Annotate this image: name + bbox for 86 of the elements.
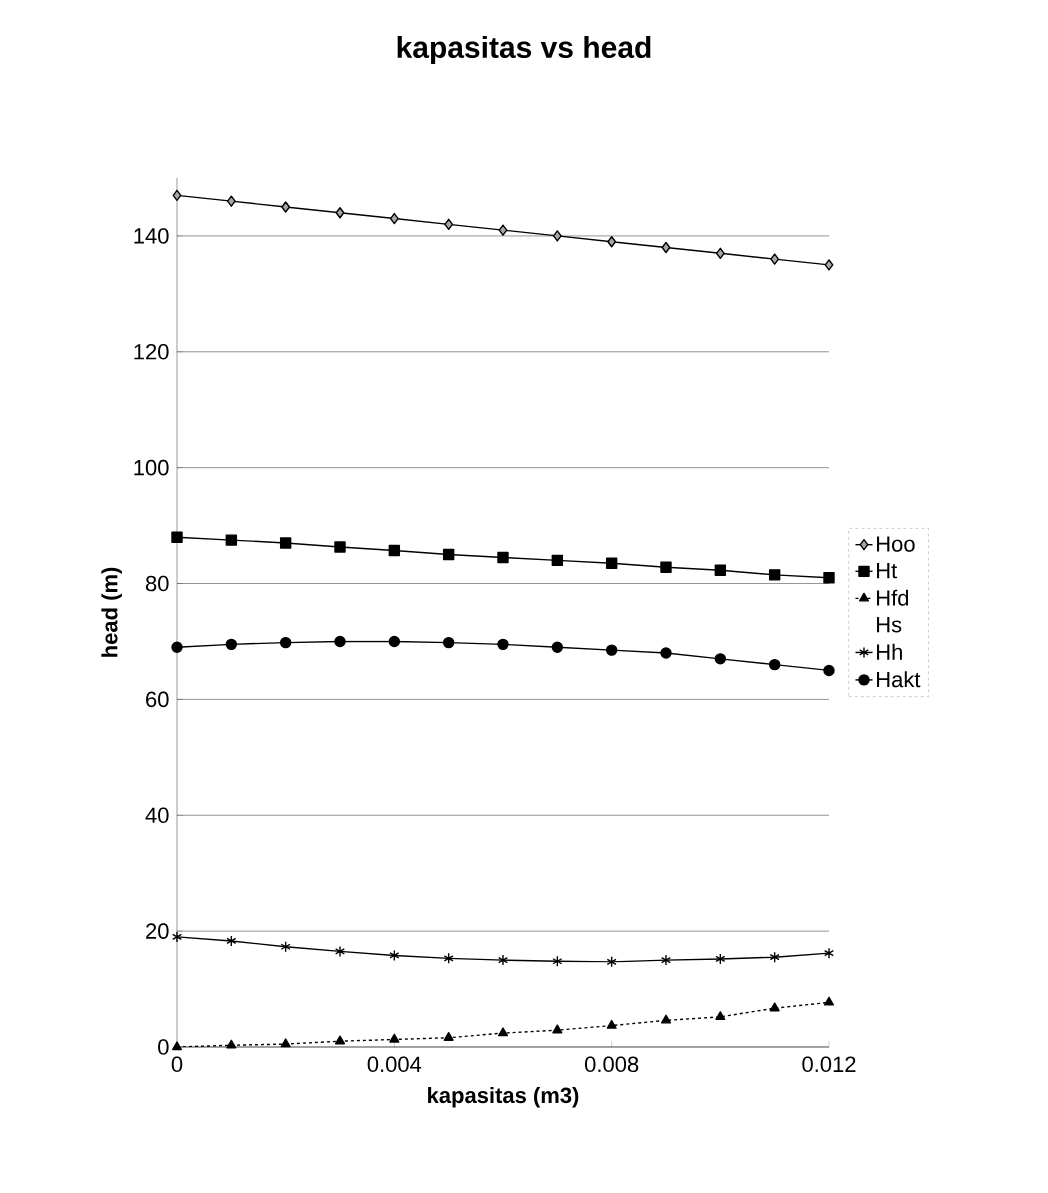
point [552, 1024, 563, 1034]
legend-label: Hakt [877, 671, 921, 688]
point [389, 949, 400, 962]
legend-label: Hh [877, 643, 902, 660]
point [606, 1019, 617, 1029]
point [226, 1039, 237, 1049]
point [171, 931, 183, 943]
point [172, 189, 182, 202]
point [171, 1041, 183, 1051]
point [660, 561, 672, 573]
point [552, 955, 563, 967]
point [280, 1038, 291, 1048]
legend-label: Ht [877, 563, 898, 579]
point [442, 548, 455, 561]
y-tick-label: 100 [134, 459, 169, 476]
point [606, 956, 617, 968]
point [715, 1011, 726, 1021]
point [280, 941, 291, 953]
point [660, 1014, 672, 1024]
point [661, 241, 671, 254]
point [497, 954, 509, 966]
x-tick-label: 0.012 [802, 1056, 856, 1073]
point [715, 247, 725, 260]
point [551, 554, 564, 567]
point [714, 564, 727, 576]
point [769, 1002, 780, 1012]
point [443, 952, 454, 965]
point [334, 1035, 346, 1045]
point [497, 551, 509, 564]
legend-label: Hs [877, 617, 902, 633]
point [497, 1027, 509, 1037]
y-tick-label: 20 [146, 923, 169, 939]
point [388, 544, 401, 557]
point [551, 641, 564, 653]
point [823, 947, 835, 959]
y-tick-label: 120 [134, 344, 169, 360]
x-tick-label: 0 [171, 1056, 183, 1073]
legend-label: Hfd [877, 589, 909, 606]
point [768, 658, 781, 671]
point [171, 641, 183, 653]
x-tick-label: 0.008 [585, 1056, 639, 1073]
point [768, 569, 781, 581]
point [225, 638, 238, 651]
point [334, 945, 346, 958]
point [388, 635, 401, 648]
point [444, 218, 454, 231]
y-tick-label: 40 [145, 807, 169, 824]
point [824, 259, 834, 271]
y-tick-label: 60 [146, 691, 169, 708]
point [171, 531, 183, 543]
point [715, 953, 726, 965]
point [823, 664, 835, 677]
point [443, 1032, 454, 1041]
point [660, 954, 672, 966]
point [660, 647, 672, 659]
point [442, 636, 455, 649]
point [279, 537, 292, 549]
y-tick-label: 0 [158, 1039, 169, 1055]
point [823, 572, 835, 584]
point [279, 636, 292, 649]
x-axis-title: kapasitas (m3) [428, 1086, 579, 1108]
point [605, 557, 618, 569]
point [226, 935, 237, 947]
y-axis-title: head (m) [101, 567, 122, 657]
point [714, 653, 727, 665]
point [607, 236, 617, 248]
point [389, 1033, 400, 1043]
y-tick-label: 140 [134, 228, 169, 244]
point [823, 996, 835, 1006]
y-tick-label: 80 [145, 575, 169, 592]
chart-title: kapasitas vs head [397, 36, 651, 64]
point [497, 638, 509, 651]
point [225, 534, 238, 546]
point [770, 253, 780, 265]
point [334, 635, 346, 648]
legend-label: Hoo [877, 536, 915, 552]
x-tick-label: 0.004 [367, 1056, 422, 1073]
point [552, 230, 562, 242]
point [334, 541, 346, 553]
point [389, 212, 399, 225]
point [226, 195, 236, 207]
point [769, 951, 780, 963]
point [335, 207, 345, 219]
point [498, 224, 508, 236]
point [605, 644, 618, 656]
point [281, 201, 291, 213]
